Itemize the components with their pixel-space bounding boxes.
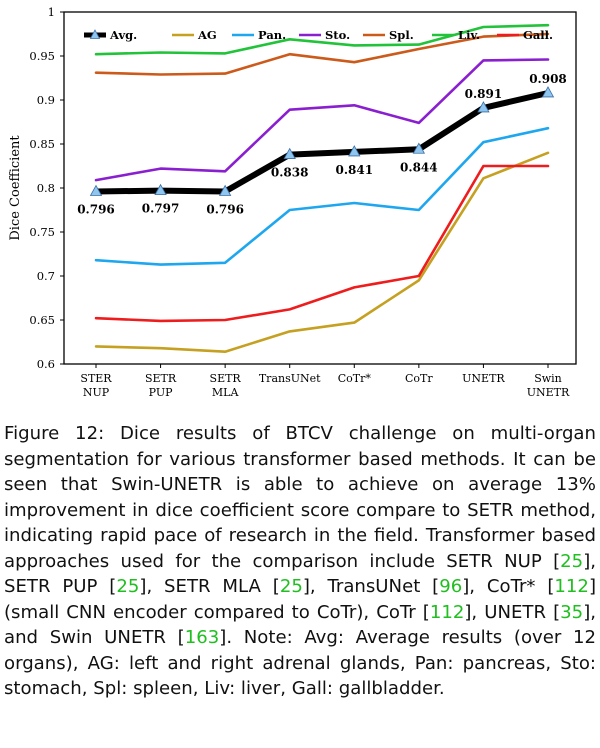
avg-point-marker bbox=[218, 184, 232, 196]
x-tick-label-line: TransUNet bbox=[259, 372, 321, 385]
series-line-avg bbox=[93, 90, 551, 195]
avg-point-marker bbox=[89, 184, 103, 196]
series-line-ag bbox=[94, 151, 550, 354]
y-tick-label: 0.8 bbox=[37, 181, 55, 195]
y-tick-label: 0.75 bbox=[29, 225, 55, 239]
avg-data-label: 0.891 bbox=[465, 87, 503, 101]
legend-label: Avg. bbox=[109, 28, 137, 42]
citation-link[interactable]: 25 bbox=[279, 576, 303, 597]
caption-text: ], UNETR [ bbox=[464, 601, 561, 623]
legend-label: AG bbox=[197, 28, 217, 42]
x-tick-label-line: PUP bbox=[149, 386, 173, 399]
avg-data-label: 0.796 bbox=[77, 203, 115, 217]
x-tick-label: SETR MLA bbox=[210, 372, 242, 399]
series-line-liv bbox=[94, 23, 550, 56]
y-axis-label: Dice Coefficient bbox=[8, 135, 23, 241]
caption-text: ], SETR MLA [ bbox=[139, 576, 280, 597]
avg-point-marker bbox=[283, 147, 296, 159]
x-tick-label: CoTr bbox=[405, 372, 433, 385]
avg-point-marker bbox=[412, 142, 426, 154]
caption-text: ]. Note: Avg: Average results (over 12 o… bbox=[4, 627, 597, 699]
citation-link[interactable]: 96 bbox=[439, 576, 463, 597]
legend-label: Spl. bbox=[389, 28, 414, 42]
caption-text: ], TransUNet [ bbox=[302, 576, 440, 597]
x-tick-label: SETR PUP bbox=[145, 372, 177, 399]
y-tick-label: 0.7 bbox=[37, 269, 55, 283]
citation-link[interactable]: 112 bbox=[554, 576, 589, 597]
x-tick-label: TransUNet bbox=[259, 372, 321, 385]
legend-marker bbox=[89, 29, 101, 39]
citation-link[interactable]: 112 bbox=[429, 601, 465, 623]
x-tick-label: CoTr* bbox=[338, 372, 372, 385]
x-tick-label-line: STER bbox=[80, 372, 112, 385]
series-line-gall bbox=[94, 164, 550, 323]
figure-caption: Figure 12: Dice results of BTCV challeng… bbox=[4, 421, 596, 702]
x-tick-label-line: UNETR bbox=[527, 386, 570, 399]
avg-data-label: 0.908 bbox=[529, 72, 567, 86]
avg-data-label: 0.844 bbox=[400, 160, 438, 174]
citation-link[interactable]: 25 bbox=[560, 550, 584, 572]
series-line-sto bbox=[94, 58, 550, 182]
series-line-pan bbox=[94, 126, 550, 266]
x-tick-label: Swin UNETR bbox=[527, 372, 570, 399]
y-tick-label: 0.85 bbox=[29, 137, 55, 151]
x-tick-label-line: MLA bbox=[212, 386, 240, 399]
citation-link[interactable]: 25 bbox=[116, 576, 140, 597]
y-tick-label: 0.6 bbox=[37, 357, 55, 371]
legend-label: Gall. bbox=[523, 28, 553, 42]
avg-point-marker bbox=[348, 145, 361, 157]
avg-data-label: 0.841 bbox=[335, 163, 373, 177]
avg-point-marker bbox=[154, 183, 167, 196]
caption-text: ], CoTr* [ bbox=[462, 576, 555, 597]
caption-text: ], and Swin UNETR [ bbox=[4, 601, 596, 649]
avg-data-label: 0.796 bbox=[206, 203, 244, 217]
caption-text: ], SETR PUP [ bbox=[4, 550, 596, 598]
citation-link[interactable]: 163 bbox=[184, 627, 220, 648]
caption-text: ] (small CNN encoder compared to CoTr), … bbox=[4, 576, 596, 623]
citation-link[interactable]: 35 bbox=[560, 601, 584, 623]
legend-label: Pan. bbox=[258, 28, 286, 42]
chart-figure: 0.6 0.65 0.7 0.75 0.8 0.85 0.9 0.95 1 Dice Coeffi… bbox=[8, 5, 577, 399]
x-tick-label-line: SETR bbox=[145, 372, 177, 385]
legend-label: Liv. bbox=[458, 28, 480, 42]
y-tick-label: 1 bbox=[48, 5, 55, 19]
x-tick-label: STER NUP bbox=[80, 372, 112, 399]
avg-point-marker bbox=[541, 86, 555, 98]
legend-label: Sto. bbox=[325, 28, 350, 42]
x-tick-label-line: CoTr bbox=[405, 372, 433, 385]
x-tick-label-line: Swin bbox=[534, 372, 562, 385]
x-tick-label: UNETR bbox=[462, 372, 505, 385]
x-tick-label-line: CoTr* bbox=[338, 372, 372, 385]
series-line-spl bbox=[94, 32, 550, 76]
avg-point-marker bbox=[477, 101, 490, 113]
y-tick-label: 0.65 bbox=[29, 313, 55, 327]
x-tick-label-line: NUP bbox=[83, 386, 110, 399]
caption-text: Figure 12: Dice results of BTCV challeng… bbox=[4, 423, 596, 572]
avg-data-label: 0.838 bbox=[271, 166, 309, 180]
x-tick-label-line: UNETR bbox=[462, 372, 505, 385]
y-tick-label: 0.95 bbox=[29, 49, 55, 63]
chart-svg: 0.6 0.65 0.7 0.75 0.8 0.85 0.9 0.95 1 Dice Coeffi… bbox=[8, 5, 577, 399]
avg-data-label: 0.797 bbox=[142, 202, 180, 216]
x-tick-label-line: SETR bbox=[210, 372, 242, 385]
y-tick-label: 0.9 bbox=[37, 93, 55, 107]
